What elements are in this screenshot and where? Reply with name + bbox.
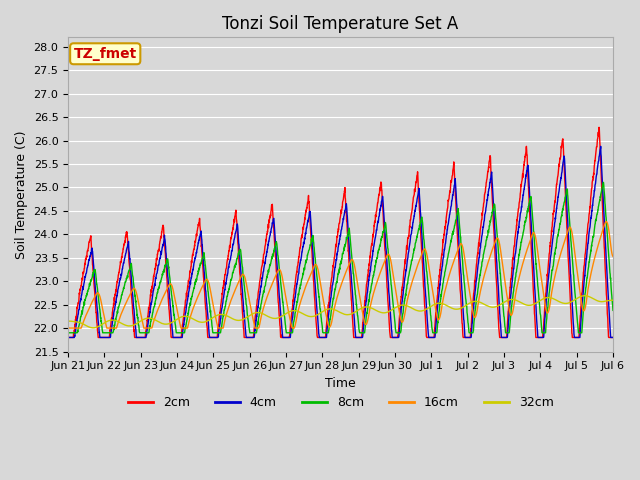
8cm — [373, 255, 381, 261]
4cm — [609, 335, 617, 340]
16cm — [237, 275, 244, 281]
8cm — [602, 207, 609, 213]
16cm — [374, 278, 381, 284]
8cm — [64, 330, 72, 336]
4cm — [236, 260, 244, 265]
2cm — [609, 335, 617, 340]
X-axis label: Time: Time — [325, 377, 356, 390]
8cm — [119, 289, 127, 295]
8cm — [600, 180, 607, 185]
16cm — [602, 219, 609, 225]
Line: 32cm: 32cm — [68, 296, 613, 328]
16cm — [536, 262, 543, 268]
32cm — [505, 297, 513, 303]
Line: 8cm: 8cm — [68, 182, 613, 333]
32cm — [237, 317, 244, 323]
4cm — [64, 335, 72, 340]
4cm — [119, 266, 127, 272]
2cm — [373, 204, 381, 210]
2cm — [504, 308, 512, 313]
2cm — [64, 335, 72, 340]
32cm — [609, 297, 617, 303]
4cm — [373, 225, 381, 230]
32cm — [580, 293, 588, 299]
Line: 4cm: 4cm — [68, 146, 613, 337]
4cm — [504, 319, 512, 324]
8cm — [504, 330, 512, 336]
16cm — [65, 325, 73, 331]
32cm — [64, 318, 72, 324]
2cm — [236, 273, 244, 278]
16cm — [64, 324, 72, 330]
8cm — [609, 308, 617, 313]
16cm — [119, 307, 127, 313]
2cm — [595, 124, 603, 130]
4cm — [602, 240, 609, 245]
Text: TZ_fmet: TZ_fmet — [74, 47, 137, 61]
16cm — [602, 218, 610, 224]
8cm — [535, 299, 543, 304]
32cm — [602, 298, 609, 304]
4cm — [597, 144, 605, 149]
8cm — [236, 246, 244, 252]
2cm — [535, 335, 543, 340]
4cm — [535, 335, 543, 340]
16cm — [609, 253, 617, 259]
32cm — [119, 321, 127, 327]
2cm — [602, 270, 609, 276]
Legend: 2cm, 4cm, 8cm, 16cm, 32cm: 2cm, 4cm, 8cm, 16cm, 32cm — [123, 391, 559, 414]
Y-axis label: Soil Temperature (C): Soil Temperature (C) — [15, 130, 28, 259]
Line: 2cm: 2cm — [68, 127, 613, 337]
Line: 16cm: 16cm — [68, 221, 613, 328]
Title: Tonzi Soil Temperature Set A: Tonzi Soil Temperature Set A — [223, 15, 459, 33]
32cm — [536, 298, 543, 304]
16cm — [505, 303, 513, 309]
32cm — [374, 308, 381, 314]
2cm — [119, 250, 127, 256]
32cm — [90, 325, 97, 331]
